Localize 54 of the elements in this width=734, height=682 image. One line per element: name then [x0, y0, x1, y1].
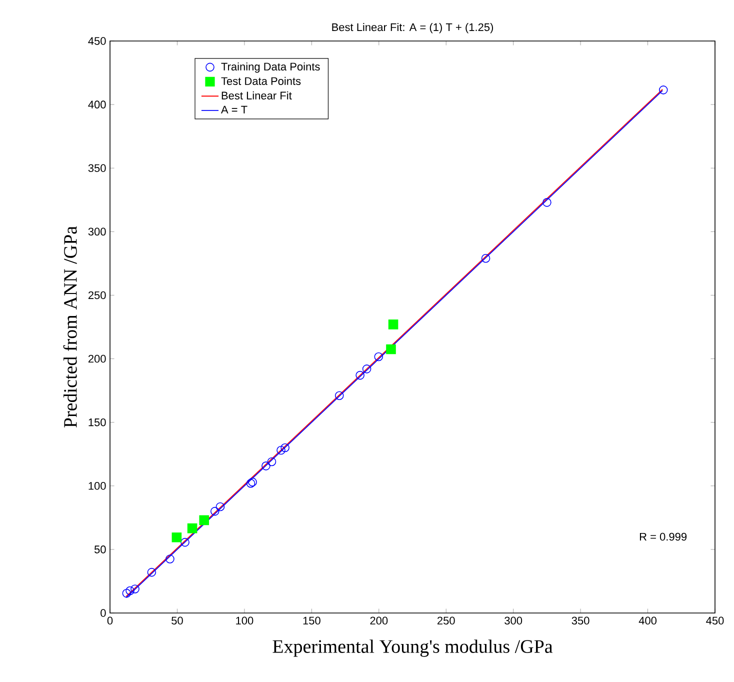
point	[216, 502, 225, 512]
point	[374, 352, 384, 362]
x-tick-label: 0	[107, 616, 113, 625]
x-tick-label: 50	[172, 616, 183, 625]
x-tick-label: 200	[370, 616, 388, 625]
point	[248, 478, 257, 486]
point	[356, 370, 364, 380]
x-axis-title: Experimental Young's modulus /GPa	[272, 640, 553, 657]
legend-label: Test Data Points	[221, 76, 301, 86]
point	[210, 506, 220, 516]
y-tick-label: 0	[100, 609, 106, 617]
x-tick-label: 100	[236, 616, 254, 625]
point	[388, 320, 398, 330]
legend-label: Best Linear Fit	[222, 91, 292, 100]
x-tick-label: 450	[706, 616, 724, 625]
legend-label: Training Data Points	[221, 62, 320, 73]
y-tick-label: 350	[88, 164, 106, 172]
point	[262, 462, 270, 470]
point	[658, 86, 668, 94]
point	[180, 538, 190, 547]
point	[199, 515, 210, 526]
y-axis-title: Predicted from ANN /GPa	[63, 226, 77, 428]
y-tick-label: 300	[88, 228, 106, 236]
x-tick-label: 150	[303, 616, 320, 625]
point	[187, 523, 198, 534]
point	[130, 584, 140, 594]
point	[147, 568, 156, 577]
point	[172, 532, 182, 542]
x-tick-label: 250	[437, 616, 455, 625]
x-tick-label: 300	[504, 616, 522, 625]
y-tick-label: 100	[88, 482, 106, 490]
x-tick-label: 400	[638, 616, 657, 625]
x-tick-label: 350	[572, 616, 590, 625]
point	[280, 443, 290, 452]
point	[126, 586, 134, 596]
y-tick-label: 450	[88, 37, 106, 45]
point	[276, 446, 286, 455]
point	[122, 588, 132, 598]
point	[334, 391, 344, 400]
y-tick-label: 200	[88, 354, 106, 363]
y-tick-label: 150	[88, 418, 106, 426]
y-tick-label: 250	[88, 291, 106, 300]
point	[362, 364, 372, 374]
chart-title: Best Linear Fit: A = (1) T + (1.25)	[332, 23, 494, 34]
legend-label: A = T	[220, 106, 248, 114]
annotation: R = 0.999	[640, 532, 687, 541]
point	[481, 254, 490, 263]
y-tick-label: 50	[94, 546, 106, 554]
y-tick-label: 400	[88, 100, 106, 108]
point	[386, 344, 396, 354]
point	[542, 198, 552, 207]
point	[246, 478, 256, 488]
point	[166, 554, 174, 564]
point	[267, 457, 276, 466]
